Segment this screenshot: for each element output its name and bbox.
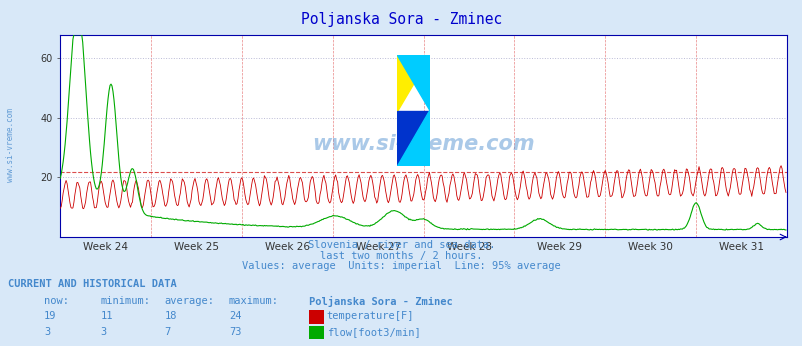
Polygon shape — [397, 55, 429, 111]
Text: 19: 19 — [44, 311, 57, 321]
Polygon shape — [397, 111, 429, 166]
Polygon shape — [397, 111, 429, 166]
Text: Values: average  Units: imperial  Line: 95% average: Values: average Units: imperial Line: 95… — [242, 261, 560, 271]
Text: flow[foot3/min]: flow[foot3/min] — [326, 327, 420, 337]
Text: minimum:: minimum: — [100, 296, 150, 306]
Text: 24: 24 — [229, 311, 241, 321]
Text: temperature[F]: temperature[F] — [326, 311, 414, 321]
Text: 73: 73 — [229, 327, 241, 337]
Text: 3: 3 — [100, 327, 107, 337]
Text: 3: 3 — [44, 327, 51, 337]
Text: 11: 11 — [100, 311, 113, 321]
Text: CURRENT AND HISTORICAL DATA: CURRENT AND HISTORICAL DATA — [8, 279, 176, 289]
Text: average:: average: — [164, 296, 214, 306]
Text: now:: now: — [44, 296, 69, 306]
Text: Poljanska Sora - Zminec: Poljanska Sora - Zminec — [309, 296, 452, 307]
Text: last two months / 2 hours.: last two months / 2 hours. — [320, 251, 482, 261]
Text: Slovenia / river and sea data.: Slovenia / river and sea data. — [307, 240, 495, 251]
Polygon shape — [397, 55, 429, 111]
Text: www.si-vreme.com: www.si-vreme.com — [6, 108, 15, 182]
Text: 18: 18 — [164, 311, 177, 321]
Text: Poljanska Sora - Zminec: Poljanska Sora - Zminec — [301, 12, 501, 27]
Text: www.si-vreme.com: www.si-vreme.com — [312, 134, 534, 154]
Text: 7: 7 — [164, 327, 171, 337]
Text: maximum:: maximum: — [229, 296, 278, 306]
